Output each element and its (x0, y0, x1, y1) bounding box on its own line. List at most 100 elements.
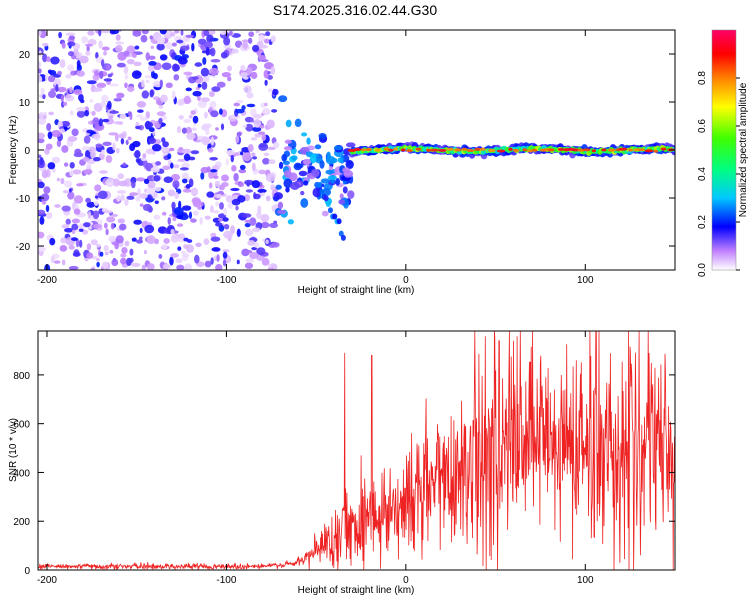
transition-blob (283, 146, 293, 151)
signal-peak (637, 148, 646, 152)
noise-blob (98, 170, 108, 174)
noise-blob (230, 154, 235, 163)
noise-blob (76, 183, 84, 187)
noise-blob (206, 34, 214, 43)
noise-blob (79, 223, 84, 228)
snr-frame (37, 330, 676, 571)
noise-blob (210, 136, 215, 146)
noise-blob (156, 43, 165, 51)
noise-blob (211, 86, 221, 92)
noise-blob (231, 164, 237, 172)
noise-blob (244, 262, 254, 269)
noise-blob (219, 30, 227, 35)
snr-xlabel: Height of straight line (km) (298, 585, 415, 596)
colorbar-frame (711, 29, 737, 271)
y-tick-label: 0 (24, 146, 30, 157)
noise-blob (103, 50, 108, 56)
noise-blob (126, 257, 132, 267)
noise-blob (119, 113, 127, 120)
noise-blob (177, 158, 185, 162)
noise-blob (203, 76, 210, 82)
noise-blob (131, 237, 137, 242)
noise-blob (258, 142, 269, 151)
noise-blob (192, 90, 202, 97)
noise-blob (103, 210, 113, 214)
noise-blob (256, 247, 266, 256)
transition-blob (343, 170, 354, 178)
noise-blob (257, 188, 267, 193)
noise-blob (174, 30, 180, 34)
transition-blob (290, 181, 300, 190)
noise-blob (264, 102, 268, 107)
noise-blob (172, 216, 177, 222)
noise-blob (109, 110, 119, 114)
noise-blob (221, 174, 230, 182)
noise-blob (49, 237, 56, 246)
noise-blob (47, 90, 57, 99)
noise-blob (251, 152, 256, 157)
noise-blob (137, 188, 141, 197)
signal-peak (488, 149, 496, 153)
noise-blob (210, 47, 216, 57)
noise-blob (75, 238, 80, 248)
noise-blob (148, 60, 157, 66)
noise-blob (110, 222, 115, 230)
transition-blob (320, 178, 331, 184)
noise-blob (86, 129, 94, 134)
signal-peak (653, 149, 659, 153)
noise-blob (270, 184, 276, 191)
noise-blob (38, 30, 42, 37)
noise-blob (68, 265, 79, 270)
noise-blob (185, 126, 193, 135)
noise-blob (96, 261, 100, 268)
noise-blob (219, 108, 223, 115)
noise-blob (101, 261, 109, 269)
noise-blob (242, 124, 248, 128)
noise-blob (197, 100, 208, 108)
noise-blob (209, 67, 219, 76)
noise-blob (171, 173, 181, 181)
noise-blob (102, 141, 112, 147)
noise-blob (191, 127, 197, 132)
noise-blob (78, 228, 84, 232)
noise-blob (244, 179, 254, 186)
noise-blob (197, 38, 207, 45)
noise-blob (271, 109, 278, 113)
noise-blob (246, 103, 256, 108)
noise-blob (158, 117, 163, 125)
noise-blob (183, 244, 189, 249)
noise-blob (73, 89, 83, 96)
noise-blob (190, 110, 196, 115)
noise-blob (91, 110, 96, 116)
signal-peak (393, 147, 398, 151)
noise-blob (162, 165, 171, 171)
spectrogram-xlabel: Height of straight line (km) (298, 285, 415, 296)
noise-blob (38, 154, 42, 159)
noise-blob (245, 189, 253, 193)
transition-blob (273, 192, 283, 200)
noise-blob (210, 58, 221, 63)
noise-blob (104, 251, 109, 256)
noise-blob (115, 147, 120, 154)
noise-blob (91, 255, 98, 260)
transition-blob (321, 210, 329, 217)
noise-blob (93, 102, 103, 112)
noise-blob (204, 215, 211, 220)
noise-blob (46, 123, 52, 131)
noise-blob (267, 70, 271, 75)
noise-blob (271, 241, 280, 248)
x-tick-label: 0 (403, 275, 409, 286)
noise-blob (92, 73, 100, 81)
signal-peak (644, 149, 654, 153)
colorbar-ticks: 0.0 0.2 0.4 0.6 0.8 (697, 29, 740, 277)
transition-blob (347, 190, 355, 199)
noise-blob (161, 211, 167, 216)
noise-blob (117, 173, 125, 180)
noise-blob (153, 175, 161, 182)
noise-blob (95, 52, 99, 60)
noise-blob (255, 30, 260, 34)
noise-blob (71, 128, 79, 137)
noise-blob (126, 195, 135, 200)
noise-blob (116, 190, 127, 194)
noise-blob (253, 118, 262, 128)
